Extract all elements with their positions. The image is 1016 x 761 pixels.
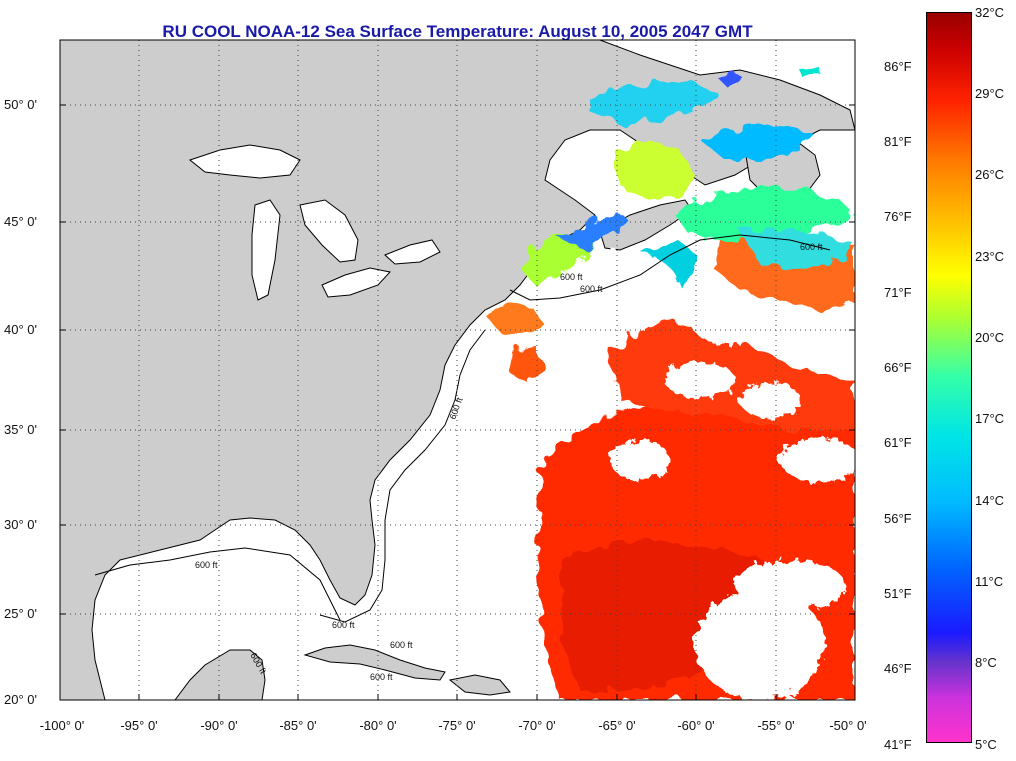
lon-label: -100° 0'	[39, 718, 85, 733]
contour-label: 600 ft	[332, 620, 355, 630]
lat-label: 45° 0'	[4, 214, 37, 229]
contour-label: 600 ft	[560, 272, 583, 282]
contour-label: 600 ft	[800, 242, 823, 252]
celsius-label: 5°C	[975, 737, 997, 752]
fahrenheit-label: 56°F	[884, 511, 912, 526]
fahrenheit-label: 66°F	[884, 360, 912, 375]
celsius-label: 26°C	[975, 167, 1005, 182]
map-title: RU COOL NOAA-12 Sea Surface Temperature:…	[162, 22, 753, 41]
lat-label: 40° 0'	[4, 322, 37, 337]
fahrenheit-label: 51°F	[884, 586, 912, 601]
map-grid	[60, 40, 855, 700]
lat-label: 50° 0'	[4, 97, 37, 112]
land-yucatan	[174, 649, 266, 700]
fahrenheit-label: 76°F	[884, 209, 912, 224]
celsius-label: 14°C	[975, 493, 1005, 508]
cloud-cover	[560, 250, 855, 700]
celsius-label: 29°C	[975, 86, 1005, 101]
fahrenheit-label: 71°F	[884, 285, 912, 300]
celsius-label: 8°C	[975, 655, 997, 670]
lon-label: -85° 0'	[279, 718, 317, 733]
lon-label: -60° 0'	[677, 718, 715, 733]
lon-label: -70° 0'	[518, 718, 556, 733]
lat-label: 25° 0'	[4, 606, 37, 621]
celsius-label: 11°C	[975, 574, 1004, 589]
celsius-label: 23°C	[975, 249, 1005, 264]
fahrenheit-label: 81°F	[884, 134, 912, 149]
great-lakes	[188, 144, 441, 301]
fahrenheit-label: 41°F	[884, 737, 912, 752]
axis-ticks	[60, 104, 855, 700]
bathymetry-contour	[94, 234, 831, 623]
lon-label: -95° 0'	[120, 718, 158, 733]
lat-label: 35° 0'	[4, 422, 37, 437]
land-cuba	[303, 644, 446, 681]
fahrenheit-label: 61°F	[884, 435, 912, 450]
celsius-label: 32°C	[975, 5, 1005, 20]
lon-label: -75° 0'	[438, 718, 476, 733]
lon-label: -80° 0'	[359, 718, 397, 733]
contour-label: 600 ft	[580, 284, 603, 294]
contour-label: 600 ft	[370, 672, 393, 682]
fahrenheit-label: 46°F	[884, 661, 912, 676]
fahrenheit-label: 86°F	[884, 59, 912, 74]
lat-label: 20° 0'	[4, 692, 37, 707]
lon-label: -90° 0'	[200, 718, 238, 733]
contour-label: 600 ft	[390, 640, 413, 650]
lat-label: 30° 0'	[4, 517, 37, 532]
lon-label: -50° 0'	[829, 718, 867, 733]
land-hispaniola	[448, 674, 511, 696]
celsius-label: 17°C	[975, 411, 1005, 426]
celsius-label: 20°C	[975, 330, 1005, 345]
lon-label: -65° 0'	[598, 718, 636, 733]
contour-label: 600 ft	[195, 560, 218, 570]
lon-label: -55° 0'	[757, 718, 795, 733]
temperature-colorbar	[926, 12, 972, 743]
